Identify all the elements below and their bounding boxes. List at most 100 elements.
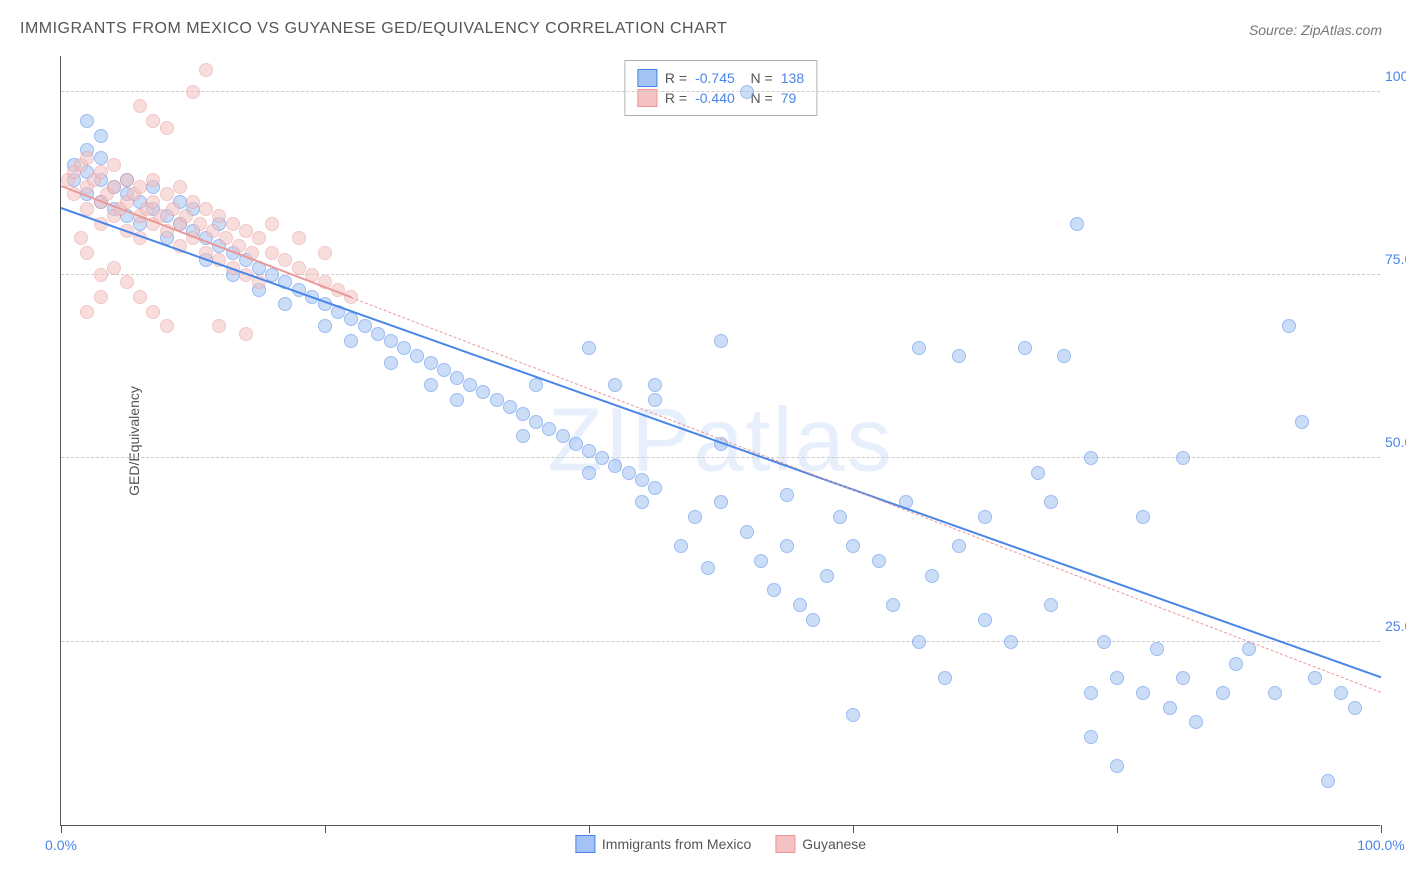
scatter-point-mexico	[450, 393, 464, 407]
scatter-point-mexico	[1084, 451, 1098, 465]
scatter-point-mexico	[833, 510, 847, 524]
scatter-point-mexico	[938, 671, 952, 685]
scatter-point-mexico	[595, 451, 609, 465]
scatter-point-mexico	[648, 378, 662, 392]
scatter-point-guyanese	[199, 202, 213, 216]
scatter-point-guyanese	[107, 180, 121, 194]
legend-label-mexico: Immigrants from Mexico	[602, 836, 751, 852]
scatter-point-mexico	[384, 334, 398, 348]
scatter-point-mexico	[635, 495, 649, 509]
scatter-point-mexico	[1136, 510, 1150, 524]
scatter-point-mexico	[886, 598, 900, 612]
scatter-point-mexico	[674, 539, 688, 553]
scatter-point-mexico	[1110, 671, 1124, 685]
scatter-point-guyanese	[80, 151, 94, 165]
scatter-point-guyanese	[146, 173, 160, 187]
scatter-point-mexico	[437, 363, 451, 377]
scatter-point-mexico	[278, 297, 292, 311]
scatter-point-mexico	[94, 151, 108, 165]
correlation-row-guyanese: R = -0.440 N = 79	[637, 89, 804, 107]
correlation-legend: R = -0.745 N = 138 R = -0.440 N = 79	[624, 60, 817, 116]
r-label: R =	[665, 70, 687, 86]
scatter-point-mexico	[1044, 598, 1058, 612]
scatter-point-mexico	[846, 539, 860, 553]
scatter-point-mexico	[714, 495, 728, 509]
scatter-point-mexico	[1189, 715, 1203, 729]
gridline	[61, 641, 1380, 642]
scatter-point-mexico	[1295, 415, 1309, 429]
x-tick-label: 0.0%	[45, 837, 77, 853]
scatter-point-guyanese	[292, 261, 306, 275]
scatter-point-guyanese	[80, 305, 94, 319]
scatter-point-guyanese	[239, 224, 253, 238]
legend-label-guyanese: Guyanese	[802, 836, 866, 852]
x-tick	[1381, 825, 1382, 833]
scatter-point-guyanese	[199, 63, 213, 77]
scatter-point-mexico	[1229, 657, 1243, 671]
scatter-point-mexico	[1057, 349, 1071, 363]
scatter-point-guyanese	[160, 187, 174, 201]
scatter-point-guyanese	[173, 180, 187, 194]
scatter-point-guyanese	[160, 319, 174, 333]
scatter-point-mexico	[806, 613, 820, 627]
scatter-point-mexico	[754, 554, 768, 568]
scatter-point-guyanese	[186, 85, 200, 99]
scatter-point-mexico	[397, 341, 411, 355]
x-tick	[1117, 825, 1118, 833]
scatter-point-guyanese	[94, 290, 108, 304]
chart-title: IMMIGRANTS FROM MEXICO VS GUYANESE GED/E…	[20, 20, 727, 38]
scatter-point-mexico	[780, 488, 794, 502]
scatter-point-guyanese	[133, 99, 147, 113]
scatter-point-guyanese	[219, 231, 233, 245]
scatter-point-guyanese	[94, 165, 108, 179]
scatter-point-guyanese	[74, 231, 88, 245]
scatter-point-guyanese	[120, 173, 134, 187]
scatter-point-guyanese	[146, 195, 160, 209]
swatch-mexico	[575, 835, 595, 853]
scatter-point-mexico	[1136, 686, 1150, 700]
scatter-point-mexico	[94, 129, 108, 143]
scatter-point-mexico	[978, 613, 992, 627]
scatter-point-mexico	[569, 437, 583, 451]
y-tick-label: 75.0%	[1385, 251, 1406, 267]
scatter-point-mexico	[846, 708, 860, 722]
scatter-point-mexico	[490, 393, 504, 407]
scatter-point-guyanese	[133, 180, 147, 194]
y-axis-label: GED/Equivalency	[126, 386, 142, 496]
r-label: R =	[665, 90, 687, 106]
scatter-point-mexico	[1004, 635, 1018, 649]
x-tick	[853, 825, 854, 833]
scatter-point-mexico	[912, 635, 926, 649]
scatter-point-mexico	[1334, 686, 1348, 700]
scatter-point-guyanese	[278, 253, 292, 267]
scatter-point-mexico	[1308, 671, 1322, 685]
scatter-point-mexico	[1044, 495, 1058, 509]
scatter-point-guyanese	[146, 305, 160, 319]
swatch-guyanese	[637, 89, 657, 107]
scatter-point-mexico	[622, 466, 636, 480]
scatter-point-mexico	[635, 473, 649, 487]
scatter-point-guyanese	[186, 195, 200, 209]
scatter-point-guyanese	[206, 224, 220, 238]
scatter-point-mexico	[1176, 451, 1190, 465]
scatter-point-guyanese	[94, 268, 108, 282]
scatter-point-mexico	[371, 327, 385, 341]
scatter-point-mexico	[1070, 217, 1084, 231]
scatter-point-mexico	[1097, 635, 1111, 649]
scatter-point-mexico	[767, 583, 781, 597]
trend-line	[351, 297, 1381, 693]
scatter-point-guyanese	[80, 246, 94, 260]
source-attribution: Source: ZipAtlas.com	[1249, 22, 1382, 38]
x-tick	[589, 825, 590, 833]
scatter-point-mexico	[793, 598, 807, 612]
scatter-point-guyanese	[226, 217, 240, 231]
scatter-point-mexico	[912, 341, 926, 355]
scatter-point-guyanese	[292, 231, 306, 245]
scatter-point-mexico	[80, 114, 94, 128]
scatter-point-mexico	[384, 356, 398, 370]
bottom-legend: Immigrants from Mexico Guyanese	[575, 835, 866, 853]
scatter-point-mexico	[872, 554, 886, 568]
scatter-point-mexico	[582, 341, 596, 355]
scatter-point-guyanese	[146, 114, 160, 128]
scatter-point-mexico	[556, 429, 570, 443]
